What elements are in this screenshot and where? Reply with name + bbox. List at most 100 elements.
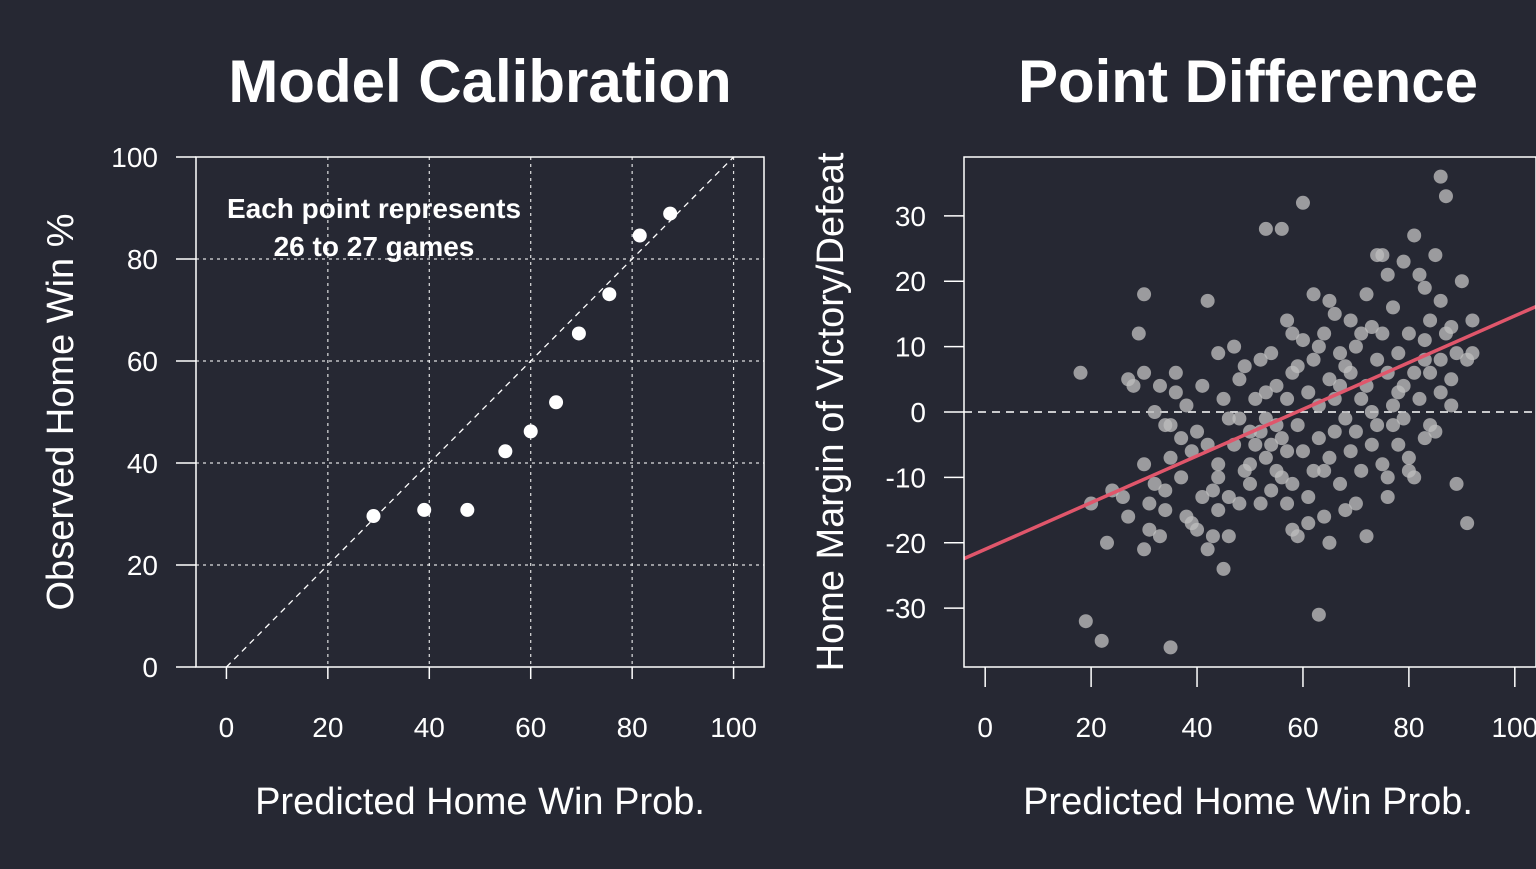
data-point xyxy=(1147,476,1162,491)
y-axis-label: Observed Home Win % xyxy=(40,213,82,610)
data-point xyxy=(1407,365,1422,380)
data-point xyxy=(1137,457,1152,472)
y-tick-label: 60 xyxy=(127,346,158,377)
data-point xyxy=(1338,411,1353,426)
data-point xyxy=(1433,293,1448,308)
data-point xyxy=(1094,633,1109,648)
data-point xyxy=(1253,496,1268,511)
data-point xyxy=(1248,391,1263,406)
data-point xyxy=(1301,490,1316,504)
data-point xyxy=(1280,444,1295,459)
data-point xyxy=(1227,339,1242,354)
data-point xyxy=(1280,391,1295,406)
y-axis: 30 20 10 0 -10 -20 -30 xyxy=(886,201,964,624)
data-point xyxy=(1364,405,1379,419)
data-point xyxy=(1401,450,1416,465)
x-tick-label: 100 xyxy=(1491,712,1536,743)
data-point xyxy=(1258,221,1273,236)
data-point xyxy=(1354,391,1369,406)
data-point xyxy=(1391,346,1406,361)
data-point xyxy=(1195,378,1210,393)
data-point xyxy=(1078,614,1093,629)
data-point xyxy=(1158,503,1173,518)
data-point xyxy=(1454,274,1469,289)
point-difference-panel: Point Difference 0 20 40 60 80 100 3020100-10… xyxy=(810,48,1536,823)
data-point xyxy=(1375,326,1390,341)
data-point xyxy=(1401,326,1416,341)
data-point xyxy=(1253,352,1268,367)
y-tick-label: 100 xyxy=(111,142,158,173)
y-axis-label: Home Margin of Victory/Defeat xyxy=(810,152,852,671)
data-point xyxy=(1285,476,1300,491)
data-point xyxy=(1121,509,1136,524)
x-axis: 0 20 40 60 80 100 xyxy=(219,667,757,743)
y-axis: 0 20 40 60 80 100 xyxy=(111,142,196,683)
data-point xyxy=(1137,542,1152,557)
data-point xyxy=(632,228,647,243)
x-axis: 0 20 40 60 80 100 xyxy=(977,667,1536,743)
chart-title: Point Difference xyxy=(1018,48,1478,115)
data-point xyxy=(663,206,678,221)
data-point xyxy=(1190,424,1205,439)
data-point xyxy=(1179,398,1194,413)
data-point xyxy=(1333,378,1348,393)
data-point xyxy=(1168,365,1183,380)
data-point xyxy=(1306,463,1321,478)
data-point xyxy=(1311,607,1326,622)
chart-title: Model Calibration xyxy=(228,48,731,115)
data-point xyxy=(1465,313,1480,328)
data-point xyxy=(1232,372,1247,387)
data-point xyxy=(1380,470,1395,485)
data-point xyxy=(1306,287,1321,302)
data-point xyxy=(1449,346,1464,361)
y-tick-label: 80 xyxy=(127,244,158,275)
data-point xyxy=(1073,365,1088,380)
x-tick-label: 40 xyxy=(1181,712,1212,743)
data-point xyxy=(1449,476,1464,491)
data-points xyxy=(1073,169,1480,655)
data-point xyxy=(1322,535,1337,550)
data-point xyxy=(571,326,586,341)
data-point xyxy=(1417,333,1432,348)
data-point xyxy=(1460,516,1475,531)
data-point xyxy=(1211,503,1226,518)
data-point xyxy=(1190,522,1205,537)
data-point xyxy=(1290,529,1305,544)
data-point xyxy=(1142,522,1157,537)
data-point xyxy=(1264,346,1279,361)
fit-line xyxy=(963,304,1536,561)
x-tick-label: 60 xyxy=(1287,712,1318,743)
data-point xyxy=(1237,359,1252,374)
data-point xyxy=(1348,339,1363,354)
y-tick-label: -30 xyxy=(886,593,926,624)
annotation-line-1: Each point represents xyxy=(227,193,521,224)
data-point xyxy=(1264,483,1279,498)
data-point xyxy=(1423,418,1438,433)
data-point xyxy=(1386,398,1400,413)
data-point xyxy=(1131,326,1146,341)
x-tick-label: 60 xyxy=(515,712,546,743)
data-point xyxy=(1258,411,1273,426)
data-point xyxy=(1380,267,1395,282)
data-point xyxy=(1423,313,1438,328)
data-point xyxy=(1205,529,1220,544)
data-point xyxy=(1412,391,1427,406)
data-point xyxy=(1375,457,1390,472)
y-tick-label: 20 xyxy=(127,550,158,581)
data-point xyxy=(1232,411,1247,426)
data-point xyxy=(1142,496,1157,511)
data-point xyxy=(1333,476,1348,491)
data-point xyxy=(1301,516,1316,531)
y-tick-label: -10 xyxy=(886,462,926,493)
data-point xyxy=(1280,496,1295,511)
data-point xyxy=(1258,385,1273,400)
data-point xyxy=(366,509,381,524)
data-point xyxy=(1380,490,1395,504)
data-point xyxy=(1391,437,1406,452)
x-tick-label: 0 xyxy=(977,712,993,743)
data-point xyxy=(1317,463,1332,478)
data-point xyxy=(1295,195,1310,210)
data-point xyxy=(1248,437,1263,452)
data-point xyxy=(1359,529,1374,544)
